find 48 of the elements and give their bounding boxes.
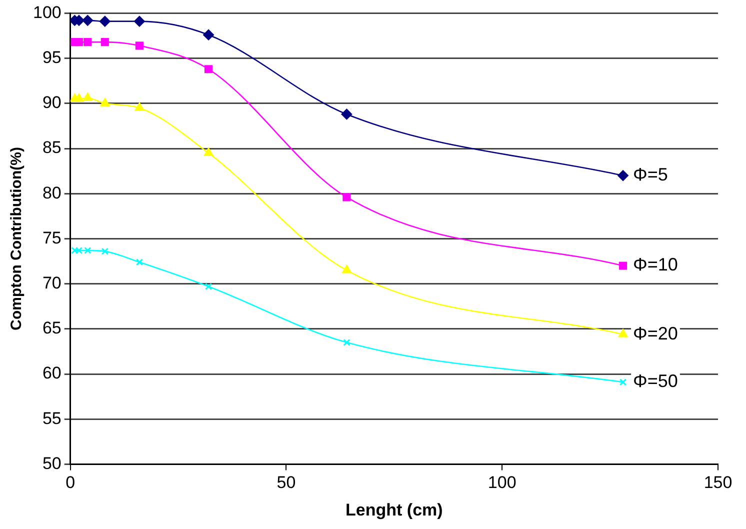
point: [101, 248, 108, 255]
point: [619, 378, 627, 386]
point: [99, 16, 110, 27]
point: [618, 262, 628, 270]
point: [84, 38, 92, 46]
series-label: Φ=10: [633, 254, 678, 275]
point: [100, 98, 110, 106]
point: [84, 246, 92, 254]
point: [618, 170, 629, 182]
point: [342, 264, 352, 274]
y-tick-label: 55: [42, 408, 62, 428]
x-tick-label: 150: [704, 473, 732, 492]
series-label: Φ=50: [633, 371, 678, 392]
point: [71, 246, 78, 254]
point: [135, 42, 144, 50]
point: [74, 93, 84, 102]
point: [134, 16, 145, 27]
y-tick-label: 50: [42, 454, 62, 473]
point: [341, 108, 352, 120]
y-tick-label: 70: [42, 273, 62, 292]
series-label: Φ=20: [633, 323, 678, 344]
x-tick-label: 100: [488, 473, 516, 492]
point: [203, 29, 214, 40]
point: [82, 92, 92, 101]
x-tick-label: 50: [276, 473, 296, 492]
point: [134, 102, 144, 111]
y-tick-label: 80: [42, 183, 62, 202]
point: [100, 38, 109, 46]
y-tick-label: 95: [42, 48, 62, 67]
point: [82, 14, 94, 26]
point: [342, 193, 351, 202]
y-tick-label: 75: [42, 228, 62, 248]
y-tick-label: 65: [42, 318, 62, 338]
x-axis-title: Lenght (cm): [346, 500, 443, 520]
x-tick-label: 0: [66, 473, 76, 492]
y-tick-label: 60: [42, 364, 62, 383]
y-axis-title: Compton Contribution(%): [8, 147, 26, 330]
point: [204, 282, 212, 290]
point: [204, 148, 214, 156]
series-label: Φ=5: [633, 164, 668, 185]
point: [136, 258, 144, 266]
point: [343, 338, 350, 346]
point: [204, 65, 213, 74]
y-tick-label: 100: [32, 2, 62, 22]
point: [618, 328, 628, 338]
y-tick-label: 90: [42, 93, 62, 112]
y-tick-label: 85: [42, 138, 62, 158]
point: [74, 38, 84, 46]
